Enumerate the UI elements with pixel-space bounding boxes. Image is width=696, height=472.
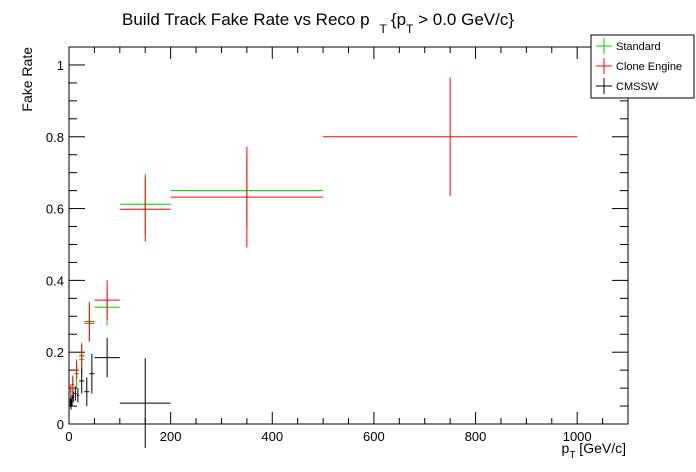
data-point xyxy=(74,386,77,401)
data-point xyxy=(71,375,75,394)
x-axis-label-rest: [GeV/c] xyxy=(575,440,626,456)
x-tick-labels: 0 200 400 600 800 1000 xyxy=(65,429,591,444)
y-tick-label: 0.2 xyxy=(46,345,64,360)
legend-label: CMSSW xyxy=(616,81,659,93)
data-point xyxy=(74,361,80,380)
chart-title-sub: T xyxy=(380,22,388,36)
y-tick-label: 0.8 xyxy=(46,130,64,145)
legend-entry: Standard xyxy=(596,38,661,54)
data-point xyxy=(94,337,120,378)
data-points xyxy=(69,77,578,449)
series-standard xyxy=(71,154,324,399)
series-cmssw xyxy=(69,337,171,449)
chart-title-main: Build Track Fake Rate vs Reco p xyxy=(122,10,370,29)
data-point xyxy=(323,77,578,197)
data-point xyxy=(84,377,90,407)
y-tick-label: 1 xyxy=(57,58,64,73)
data-point xyxy=(119,176,171,242)
data-point xyxy=(84,301,95,342)
y-axis-label: Fake Rate xyxy=(19,47,35,112)
legend-entry: Clone Engine xyxy=(596,58,682,74)
data-point xyxy=(79,343,85,369)
data-point xyxy=(76,388,80,403)
y-tick-label: 0 xyxy=(57,417,64,432)
y-tick-labels: 0 0.2 0.4 0.6 0.8 1 xyxy=(46,58,64,432)
data-point xyxy=(69,398,71,407)
data-point xyxy=(94,280,120,320)
axis-ticks xyxy=(68,46,629,425)
legend: Standard Clone Engine CMSSW xyxy=(590,34,695,99)
x-tick-label: 800 xyxy=(465,429,487,444)
series-clone-engine xyxy=(70,77,578,399)
x-tick-label: 1000 xyxy=(563,429,592,444)
x-tick-label: 200 xyxy=(160,429,182,444)
chart-title: Build Track Fake Rate vs Reco p T {pT > 0.… xyxy=(122,10,514,36)
plot-frame xyxy=(68,46,629,425)
chart-title-rest: > 0.0 GeV/c} xyxy=(413,10,514,29)
x-tick-label: 400 xyxy=(261,429,283,444)
legend-entry: CMSSW xyxy=(596,78,659,94)
data-point xyxy=(71,395,73,407)
y-tick-label: 0.4 xyxy=(46,273,64,288)
x-axis-label: pT [GeV/c] xyxy=(562,440,626,461)
x-axis-label-sub: T xyxy=(569,450,575,461)
data-point xyxy=(70,384,72,399)
chart-title-brace-sub: T xyxy=(406,22,414,36)
chart-title-brace: {p xyxy=(391,10,406,29)
legend-label: Standard xyxy=(616,41,661,53)
y-tick-label: 0.6 xyxy=(46,202,64,217)
data-point xyxy=(72,391,75,403)
x-axis-label-main: p xyxy=(562,440,570,456)
x-tick-label: 600 xyxy=(363,429,385,444)
data-point xyxy=(89,353,95,394)
legend-label: Clone Engine xyxy=(616,61,682,73)
data-point xyxy=(170,146,324,248)
data-point xyxy=(79,368,85,394)
data-point xyxy=(119,358,171,449)
legend-entries: Standard Clone Engine CMSSW xyxy=(596,38,682,94)
x-tick-label: 0 xyxy=(65,429,72,444)
